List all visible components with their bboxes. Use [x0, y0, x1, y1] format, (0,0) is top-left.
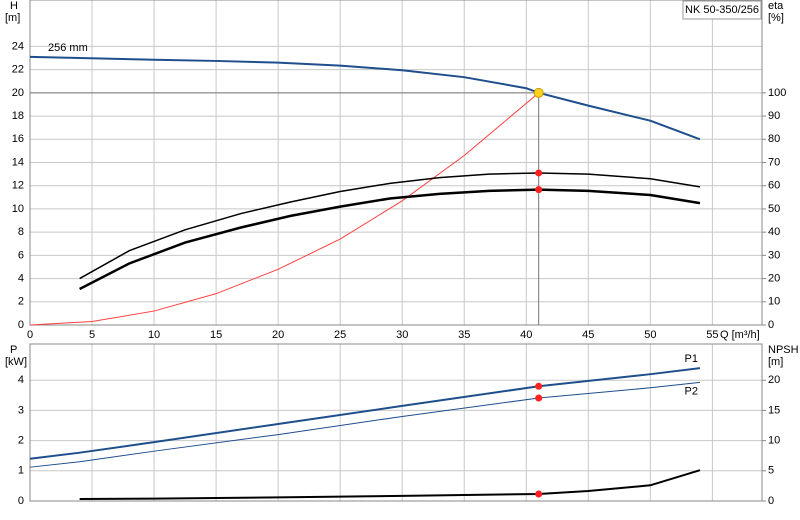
series-line — [29, 381, 701, 468]
series-line — [79, 188, 701, 291]
operating-point — [533, 87, 544, 98]
series-label: P1 — [684, 353, 697, 365]
series-line — [79, 172, 701, 280]
y-tick-label: 4 — [18, 374, 24, 386]
y2-tick-label: 10 — [768, 435, 780, 447]
y-tick-label: 3 — [18, 404, 24, 416]
y-tick-label: 0 — [18, 495, 24, 507]
plot-frame — [29, 343, 763, 502]
plot-frame — [29, 0, 763, 326]
x-tick-label: 35 — [458, 329, 470, 341]
y-tick-label: 6 — [18, 249, 24, 261]
y-tick-label: 10 — [12, 203, 24, 215]
y2-tick-label: 5 — [768, 465, 774, 477]
y-axis-label: H — [10, 0, 18, 12]
y2-axis-unit: [m] — [768, 356, 783, 368]
series-line — [29, 55, 701, 141]
y-tick-label: 8 — [18, 226, 24, 238]
x-tick-label: 45 — [582, 329, 594, 341]
x-tick-label: 55 — [706, 329, 718, 341]
y-tick-label: 14 — [12, 156, 24, 168]
y2-tick-label: 30 — [768, 249, 780, 261]
y2-tick-label: 10 — [768, 296, 780, 308]
y-axis-unit: [kW] — [5, 356, 27, 368]
y-tick-label: 2 — [18, 296, 24, 308]
duty-point-marker — [535, 169, 543, 177]
y-tick-label: 1 — [18, 465, 24, 477]
y2-axis-label: NPSH — [768, 344, 799, 356]
y-tick-label: 0 — [18, 319, 24, 331]
y2-tick-label: 90 — [768, 110, 780, 122]
y-tick-label: 2 — [18, 435, 24, 447]
series-line — [79, 469, 701, 501]
series-line — [29, 92, 540, 326]
x-tick-label: 0 — [27, 329, 33, 341]
y2-axis-unit: [%] — [768, 12, 784, 24]
y2-axis-label: eta — [768, 0, 784, 12]
x-tick-label: 10 — [148, 329, 160, 341]
y2-tick-label: 60 — [768, 180, 780, 192]
x-tick-label: 20 — [272, 329, 284, 341]
x-tick-label: 5 — [89, 329, 95, 341]
y-tick-label: 22 — [12, 64, 24, 76]
x-tick-label: 50 — [644, 329, 656, 341]
duty-point-marker — [535, 382, 543, 390]
y-tick-label: 20 — [12, 87, 24, 99]
x-tick-label: 40 — [520, 329, 532, 341]
y-tick-label: 18 — [12, 110, 24, 122]
x-tick-label: 25 — [334, 329, 346, 341]
x-tick-label: 30 — [396, 329, 408, 341]
y-tick-label: 4 — [18, 272, 24, 284]
y2-tick-label: 40 — [768, 226, 780, 238]
y2-tick-label: 15 — [768, 404, 780, 416]
title-box — [682, 0, 762, 20]
y2-tick-label: 50 — [768, 203, 780, 215]
y2-tick-label: 0 — [768, 319, 774, 331]
y2-tick-label: 100 — [768, 87, 786, 99]
chart-title: NK 50-350/256 — [685, 4, 759, 16]
y2-tick-label: 70 — [768, 156, 780, 168]
y2-tick-label: 80 — [768, 133, 780, 145]
duty-point-marker — [535, 394, 543, 402]
x-axis-label: Q [m³/h] — [720, 329, 760, 341]
y2-tick-label: 20 — [768, 272, 780, 284]
x-tick-label: 15 — [210, 329, 222, 341]
series-label: P2 — [684, 385, 697, 397]
series-line — [29, 367, 701, 460]
duty-point-marker — [535, 490, 543, 498]
y2-tick-label: 0 — [768, 495, 774, 507]
y2-tick-label: 20 — [768, 374, 780, 386]
y-axis-unit: [m] — [5, 12, 20, 24]
plot-area — [30, 344, 762, 501]
y-tick-label: 24 — [12, 40, 24, 52]
duty-point-marker — [535, 186, 543, 194]
y-tick-label: 16 — [12, 133, 24, 145]
curve-label: 256 mm — [48, 42, 88, 54]
y-axis-label: P — [10, 344, 17, 356]
y-tick-label: 12 — [12, 180, 24, 192]
